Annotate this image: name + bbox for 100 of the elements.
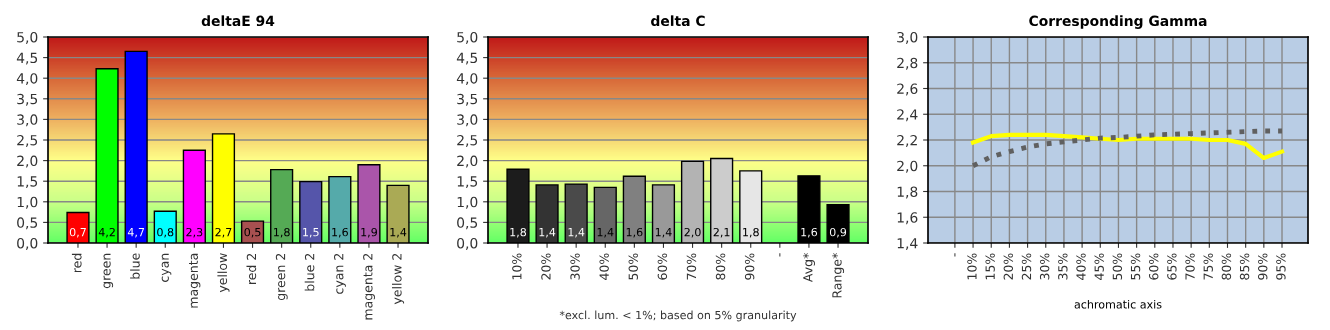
y-tick-label: 4,0 [16, 73, 38, 86]
y-tick-label: 2,4 [897, 109, 918, 122]
x-tick-label: 20% [1003, 253, 1014, 280]
chart-title: delta C [651, 15, 705, 27]
x-tick-label: yellow 2 [391, 253, 405, 305]
data-label: 1,4 [655, 228, 672, 238]
y-tick-label: 1,0 [17, 196, 38, 209]
data-label: 4,2 [98, 227, 115, 238]
y-tick-label: 2,0 [17, 155, 38, 168]
y-tick-label: 3,0 [897, 31, 918, 44]
data-label: 2,1 [713, 227, 730, 238]
y-tick-label: 2,5 [17, 134, 38, 147]
data-label: 2,0 [684, 227, 701, 238]
y-tick-label: 0,0 [17, 237, 38, 250]
data-label: 0,5 [244, 227, 261, 238]
y-tick-label: 3,0 [17, 114, 38, 127]
data-label: 1,6 [626, 227, 643, 238]
y-tick-label: 1,6 [897, 212, 918, 225]
x-tick-label: cyan 2 [334, 253, 346, 294]
x-tick-label: 15% [985, 253, 995, 280]
chart-title: Corresponding Gamma [1029, 15, 1207, 29]
chart-title: deltaE 94 [201, 15, 275, 27]
data-label: 0,8 [157, 227, 174, 238]
data-label: 1,8 [743, 227, 759, 238]
x-tick-label: 45% [1094, 253, 1104, 280]
data-label: 1,6 [801, 227, 818, 238]
x-tick-label: green 2 [275, 253, 288, 301]
x-tick-label: 60% [1148, 253, 1159, 280]
y-tick-label: 4,5 [456, 52, 478, 65]
x-tick-label: 50% [1112, 253, 1123, 280]
y-tick-label: 0,0 [457, 237, 478, 250]
data-label: 1,8 [510, 227, 527, 238]
x-tick-label: 70% [686, 253, 697, 280]
y-tick-label: 2,8 [897, 57, 918, 70]
x-tick-label: green [103, 253, 114, 289]
x-tick-label: 35% [1058, 253, 1068, 280]
x-tick-label: Avg* [803, 253, 815, 283]
data-label: 1,9 [361, 227, 377, 238]
y-tick-label: 2,0 [897, 160, 918, 173]
y-tick-label: 2,2 [897, 134, 917, 147]
data-label: 1,4 [539, 228, 556, 238]
x-tick-label: 90% [744, 253, 755, 280]
y-tick-label: 3,5 [17, 93, 38, 106]
line-series [970, 132, 1285, 161]
data-label: 4,7 [127, 228, 145, 238]
data-label: 1,4 [390, 228, 407, 238]
x-tick-label: 95% [1276, 253, 1286, 280]
x-tick-label: Range* [832, 253, 845, 298]
x-axis-title: achromatic axis [1074, 299, 1162, 309]
data-label: 0,9 [829, 227, 847, 238]
y-tick-label: 5,0 [17, 31, 38, 44]
x-tick-label: 10% [512, 253, 522, 280]
x-tick-label: 10% [967, 253, 977, 280]
x-tick-label: 80% [1221, 253, 1232, 280]
x-tick-label: red 2 [246, 253, 257, 284]
x-tick-label: magenta 2 [363, 253, 375, 320]
x-tick-label: 25% [1021, 253, 1032, 280]
data-label: 1,4 [597, 228, 614, 238]
y-tick-label: 2,6 [897, 83, 918, 96]
x-tick-label: 75% [1203, 253, 1213, 280]
x-tick-label: 90% [1258, 253, 1268, 280]
y-tick-label: 1,5 [17, 176, 38, 189]
y-tick-label: 3,5 [457, 93, 478, 106]
y-tick-label: 0,5 [17, 217, 38, 230]
data-label: 1,5 [303, 228, 319, 238]
y-tick-label: 2,0 [457, 155, 478, 168]
x-tick-label: 55% [1130, 253, 1141, 280]
y-tick-label: 1,8 [897, 186, 918, 199]
data-label: 2,3 [186, 227, 203, 238]
x-tick-label: - [954, 253, 956, 257]
x-tick-label: 40% [599, 253, 609, 280]
text: *excl. lum. < 1%; based on 5% granularity [559, 310, 797, 322]
y-tick-label: 5,0 [457, 31, 478, 44]
x-tick-label: 30% [570, 253, 580, 280]
x-tick-label: yellow [217, 253, 230, 293]
y-tick-label: 1,4 [897, 238, 918, 250]
x-tick-label: 85% [1239, 253, 1250, 280]
y-tick-label: 1,0 [457, 196, 478, 209]
data-label: 0,7 [69, 227, 86, 238]
x-tick-label: blue 2 [304, 253, 315, 291]
data-label: 2,7 [215, 227, 232, 238]
x-tick-label: red [71, 253, 82, 273]
x-tick-label: 30% [1039, 253, 1050, 280]
data-label: 1,4 [568, 228, 585, 238]
x-tick-label: 40% [1076, 253, 1086, 280]
x-tick-label: 70% [1185, 253, 1195, 280]
x-tick-label: 65% [1167, 253, 1177, 280]
x-tick-label: 20% [541, 253, 551, 280]
x-tick-label: 80% [715, 253, 726, 280]
y-tick-label: 3,0 [457, 114, 478, 127]
data-label: 1,6 [332, 227, 348, 238]
x-tick-label: - [779, 253, 781, 257]
x-tick-label: blue [130, 253, 140, 279]
x-tick-label: cyan [161, 253, 172, 282]
y-tick-label: 0,5 [457, 217, 478, 230]
x-tick-label: 50% [628, 253, 638, 280]
line-series [970, 128, 1285, 169]
y-tick-label: 1,5 [457, 176, 478, 189]
data-label: 1,8 [274, 227, 290, 238]
y-tick-label: 4,5 [16, 52, 38, 65]
